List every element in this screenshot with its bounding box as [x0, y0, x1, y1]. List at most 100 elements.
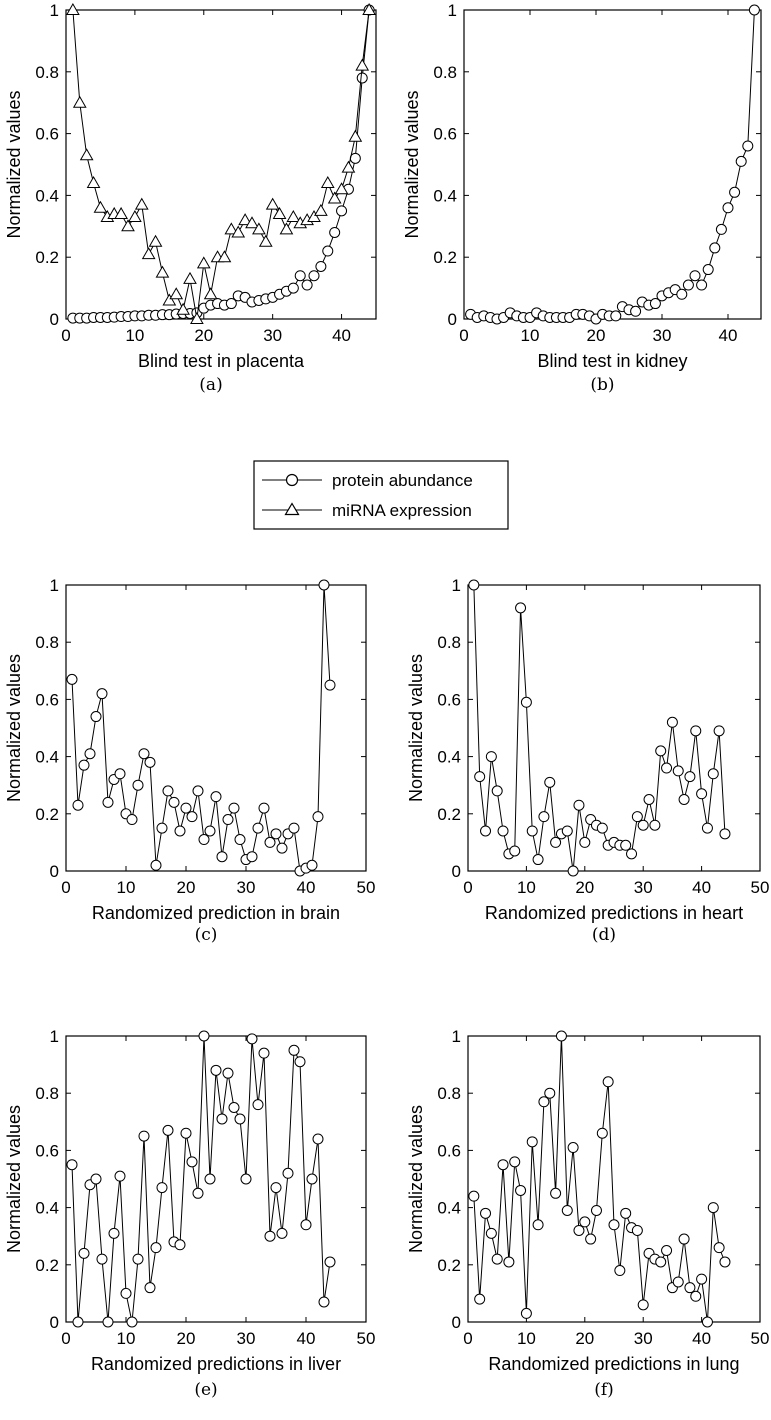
- circle-marker: [696, 1273, 708, 1285]
- y-tick-label: 1: [50, 1, 59, 20]
- legend-triangle-marker: [284, 502, 300, 516]
- triangle-marker: [362, 2, 376, 15]
- circle-marker: [561, 825, 573, 837]
- panel-caption: (e): [194, 1380, 217, 1400]
- y-tick-label: 1: [50, 576, 59, 595]
- circle-marker: [246, 851, 258, 863]
- x-axis-label: Blind test in placenta: [138, 351, 305, 371]
- y-tick-label: 0.8: [437, 1084, 461, 1103]
- y-tick-label: 0.6: [35, 125, 59, 144]
- circle-marker: [96, 688, 108, 700]
- circle-marker: [234, 834, 246, 846]
- circle-marker: [655, 745, 667, 757]
- circle-marker: [66, 1159, 78, 1171]
- circle-marker: [174, 1239, 186, 1251]
- x-tick-label: 30: [263, 326, 282, 345]
- triangle-marker: [148, 234, 163, 247]
- circle-marker: [102, 1316, 114, 1328]
- circle-marker: [180, 1127, 192, 1139]
- circle-marker: [349, 152, 361, 164]
- circle-marker: [228, 1102, 240, 1113]
- circle-marker: [138, 1130, 150, 1142]
- circle-marker: [550, 1187, 562, 1199]
- x-tick-label: 10: [521, 326, 540, 345]
- circle-marker: [480, 825, 492, 837]
- circle-marker: [602, 1076, 614, 1088]
- circle-marker: [150, 859, 162, 871]
- circle-marker: [713, 725, 725, 737]
- circle-marker: [294, 270, 306, 282]
- circle-marker: [66, 673, 78, 685]
- circle-marker: [497, 1159, 509, 1171]
- circle-marker: [561, 1204, 573, 1216]
- plot-area: [467, 584, 761, 872]
- circle-marker: [72, 1316, 84, 1328]
- series-protein-abundance: [468, 579, 731, 877]
- circle-marker: [168, 796, 180, 808]
- x-tick-label: 0: [463, 878, 472, 897]
- triangle-marker: [79, 148, 94, 161]
- circle-marker: [114, 1170, 126, 1182]
- y-tick-label: 1: [452, 1027, 461, 1046]
- panel-caption: (d): [592, 925, 616, 945]
- circle-marker: [301, 279, 313, 291]
- circle-marker: [144, 756, 156, 768]
- circle-marker: [108, 1227, 120, 1239]
- circle-marker: [491, 1253, 503, 1265]
- x-tick-label: 30: [237, 878, 256, 897]
- triangle-marker: [141, 247, 156, 260]
- y-tick-label: 0.6: [35, 1141, 59, 1160]
- x-tick-label: 40: [297, 878, 316, 897]
- circle-marker: [288, 1044, 300, 1056]
- triangle-marker: [196, 256, 211, 269]
- panel-caption: (c): [195, 925, 218, 945]
- triangle-marker: [355, 58, 370, 71]
- circle-marker: [649, 298, 661, 310]
- triangle-marker: [217, 250, 232, 263]
- circle-marker: [666, 716, 678, 728]
- y-tick-label: 0.4: [35, 1199, 59, 1218]
- x-tick-label: 20: [575, 1329, 594, 1348]
- triangle-marker: [327, 191, 342, 204]
- series-protein-abundance: [465, 4, 760, 325]
- circle-marker: [156, 1182, 168, 1194]
- triangle-marker: [183, 271, 197, 284]
- circle-marker: [180, 802, 192, 814]
- circle-marker: [72, 799, 84, 811]
- plot-area: [467, 1035, 761, 1323]
- circle-marker: [620, 839, 632, 851]
- series-line: [72, 9, 370, 320]
- x-tick-label: 20: [587, 326, 606, 345]
- triangle-marker: [190, 311, 204, 324]
- triangle-marker: [86, 176, 101, 189]
- circle-marker: [689, 270, 701, 282]
- circle-marker: [631, 811, 643, 823]
- circle-marker: [322, 245, 334, 257]
- x-tick-label: 20: [194, 326, 213, 345]
- x-axis-label: Randomized predictions in lung: [488, 1354, 739, 1374]
- circle-marker: [620, 1207, 632, 1219]
- y-axis-label: Normalized values: [406, 1105, 426, 1253]
- y-tick-label: 0: [50, 862, 59, 881]
- circle-marker: [579, 1216, 591, 1228]
- x-axis-label: Randomized predictions in liver: [91, 1354, 341, 1374]
- circle-marker: [308, 270, 320, 282]
- panel-b: 0 10 20 30 40 0 0.2 0.4 0.6 0.8 1 Blind test in kid…: [402, 1, 762, 395]
- circle-marker: [637, 819, 649, 831]
- triangle-marker: [258, 234, 273, 247]
- circle-marker: [132, 779, 144, 791]
- circle-marker: [126, 1316, 138, 1328]
- y-tick-label: 0.4: [35, 186, 59, 205]
- circle-marker: [485, 751, 497, 763]
- circle-marker: [318, 579, 330, 591]
- series-mirna-expression: [66, 2, 376, 324]
- y-tick-label: 1: [50, 1027, 59, 1046]
- circle-marker: [690, 725, 702, 737]
- circle-marker: [538, 811, 550, 823]
- y-tick-label: 0.4: [35, 748, 59, 767]
- circle-marker: [192, 785, 204, 797]
- circle-marker: [719, 828, 731, 840]
- circle-marker: [246, 1033, 258, 1045]
- x-tick-label: 20: [575, 878, 594, 897]
- x-tick-label: 30: [634, 1329, 653, 1348]
